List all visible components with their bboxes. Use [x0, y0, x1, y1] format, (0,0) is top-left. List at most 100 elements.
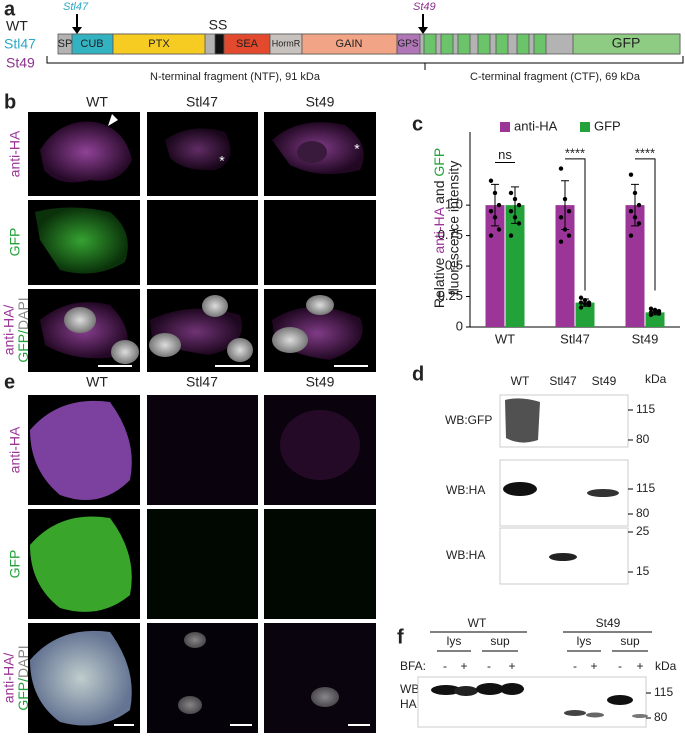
- data-point: [508, 209, 514, 214]
- sign: +: [508, 659, 515, 673]
- y-tick-label: 0.25: [438, 288, 463, 303]
- data-point: [578, 295, 584, 300]
- data-point: [578, 300, 584, 305]
- annotation-bracket: [565, 158, 586, 291]
- asterisk: *: [219, 153, 225, 169]
- legend-label: GFP: [594, 118, 621, 133]
- row-label: anti-HA/: [1, 653, 17, 704]
- ctf-label: C-terminal fragment (CTF), 69 kDa: [470, 71, 641, 83]
- row-label: GFP/DAPI: [15, 645, 31, 710]
- data-point: [582, 297, 588, 303]
- panel-label: b: [4, 91, 16, 113]
- row-label: GFP: [7, 550, 23, 579]
- domain-label: SEA: [236, 38, 259, 50]
- sign: -: [573, 659, 577, 673]
- column-label: WT: [86, 94, 108, 110]
- column-label: St49: [306, 94, 335, 110]
- data-point: [496, 227, 502, 232]
- y-axis-label: Relative anti-HA and GFP: [431, 148, 447, 308]
- data-point: [508, 233, 514, 238]
- fraction-label: sup: [490, 634, 510, 648]
- mw-marker: 115: [636, 481, 655, 495]
- mw-marker: 80: [654, 710, 668, 724]
- data-point: [636, 221, 642, 226]
- data-point: [492, 190, 498, 196]
- annotation: ****: [565, 145, 585, 160]
- row-label: GFP: [7, 228, 23, 257]
- column-label: St49: [306, 374, 335, 390]
- y-tick-label: 1.0: [445, 197, 463, 212]
- column-label: Stl47: [186, 94, 218, 110]
- data-point: [656, 311, 662, 316]
- domain-label: HormR: [272, 38, 301, 48]
- sign: -: [618, 659, 622, 673]
- data-point: [578, 305, 584, 310]
- site-label: Stl47: [63, 1, 89, 13]
- western-blots-d: [499, 394, 633, 585]
- y-tick-label: 0: [456, 318, 463, 333]
- panel-label: c: [412, 113, 423, 135]
- data-point: [562, 196, 568, 202]
- ntf-label: N-terminal fragment (NTF), 91 kDa: [150, 71, 321, 83]
- fraction-label: sup: [620, 634, 640, 648]
- data-point: [628, 209, 634, 214]
- data-point: [648, 312, 654, 318]
- domain-label: GFP: [612, 35, 641, 51]
- cell: [35, 207, 128, 274]
- lane-label: St49: [592, 374, 617, 388]
- column-label: Stl47: [186, 374, 218, 390]
- row-label: Stl47: [4, 36, 36, 52]
- domain-label: GPS: [397, 39, 418, 50]
- group-label: St49: [596, 616, 621, 630]
- data-point: [586, 302, 592, 308]
- data-point: [582, 301, 588, 307]
- data-point: [628, 233, 634, 238]
- panel-label: e: [4, 371, 15, 393]
- data-point: [488, 233, 494, 238]
- data-point: [566, 209, 572, 214]
- blot-label: WB:GFP: [445, 413, 492, 427]
- blot-label: HA: [400, 697, 417, 711]
- row-label: anti-HA/: [1, 305, 17, 356]
- y-tick-label: 0.75: [438, 227, 463, 242]
- western-blot-f: [417, 676, 651, 728]
- sign: -: [487, 659, 491, 673]
- sign: +: [460, 659, 467, 673]
- panel-label: d: [412, 363, 424, 385]
- treatment-label: BFA:: [400, 659, 426, 673]
- data-point: [648, 306, 654, 311]
- domain-label: PTX: [148, 38, 170, 50]
- column-label: WT: [86, 374, 108, 390]
- blot-label: WB:: [400, 682, 423, 696]
- row-label: anti-HA: [7, 426, 23, 473]
- legend-swatch: [500, 122, 510, 132]
- annotation-bracket: [635, 158, 656, 291]
- blot-label: WB:HA: [446, 548, 485, 562]
- unit-label: kDa: [655, 659, 677, 673]
- row-label: GFP/DAPI: [15, 297, 31, 362]
- unit-label: kDa: [645, 372, 667, 386]
- domain-bar: [57, 33, 681, 55]
- domain-label: CUB: [80, 38, 103, 50]
- data-point: [652, 310, 658, 315]
- legend-swatch: [580, 122, 590, 132]
- data-point: [512, 196, 518, 202]
- lane-label: Stl47: [549, 374, 577, 388]
- panel-label: a: [4, 0, 16, 20]
- fraction-label: lys: [577, 634, 592, 648]
- annotation: ****: [635, 145, 655, 160]
- mw-marker: 115: [636, 402, 655, 416]
- data-point: [516, 221, 522, 226]
- micrographs-e: [28, 395, 376, 733]
- data-point: [488, 209, 494, 214]
- data-point: [632, 190, 638, 196]
- domain-label: SP: [58, 38, 73, 50]
- y-tick-label: 0.5: [445, 258, 463, 273]
- row-label: anti-HA: [7, 130, 23, 177]
- mw-marker: 80: [636, 506, 650, 520]
- data-point: [508, 190, 514, 196]
- data-point: [496, 202, 502, 208]
- annotation: ns: [498, 147, 512, 162]
- mw-marker: 25: [636, 524, 650, 538]
